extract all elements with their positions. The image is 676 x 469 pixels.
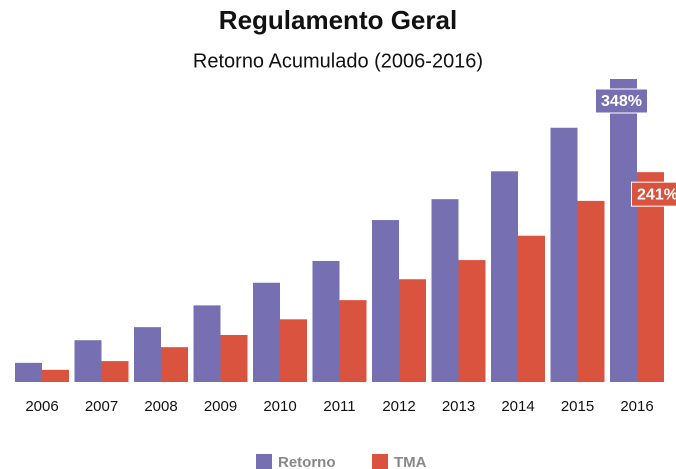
x-tick-label: 2009 [204, 398, 237, 415]
bar [431, 199, 459, 382]
bar [161, 347, 188, 382]
x-tick-label: 2006 [25, 398, 58, 415]
bar [101, 361, 129, 382]
bar [491, 171, 518, 382]
x-tick-label: 2015 [561, 398, 594, 415]
bar [134, 327, 161, 382]
bar [637, 172, 664, 382]
bar [339, 300, 367, 382]
x-tick-label: 2014 [501, 398, 534, 415]
legend-label: TMA [394, 454, 427, 469]
bar [550, 127, 578, 382]
bar [372, 220, 399, 382]
bar [399, 279, 426, 382]
chart-title: Regulamento Geral [219, 5, 457, 35]
bar [280, 319, 307, 382]
x-tick-label: 2008 [144, 398, 177, 415]
bar [74, 340, 102, 382]
bar [610, 79, 637, 382]
value-label-box [631, 181, 676, 207]
bar [220, 334, 248, 382]
value-label-box [595, 88, 648, 114]
value-label: 241% [637, 186, 676, 203]
legend-label: Retorno [278, 454, 336, 469]
bar [458, 260, 486, 382]
x-tick-label: 2011 [323, 398, 355, 415]
x-tick-label: 2010 [263, 398, 296, 415]
chart-subtitle: Retorno Acumulado (2006-2016) [193, 50, 483, 72]
bar [15, 362, 42, 382]
x-tick-label: 2016 [620, 398, 653, 415]
bar [518, 235, 545, 382]
value-label: 348% [601, 93, 642, 110]
legend-swatch [256, 454, 272, 469]
legend-swatch [372, 454, 388, 469]
bar [253, 282, 280, 382]
x-tick-label: 2007 [85, 398, 118, 415]
bar [577, 200, 605, 382]
bar [312, 260, 340, 382]
x-tick-label: 2012 [382, 398, 415, 415]
bar [193, 305, 221, 382]
bar [42, 369, 69, 382]
x-tick-label: 2013 [442, 398, 475, 415]
